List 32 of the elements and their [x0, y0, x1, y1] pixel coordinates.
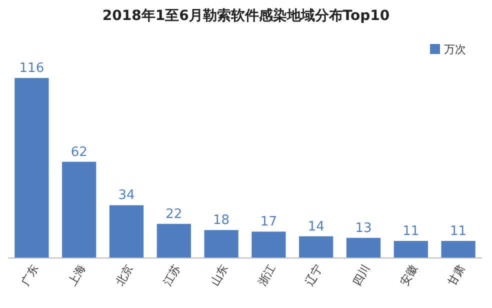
chart-title: 2018年1至6月勒索软件感染地域分布Top10 [102, 7, 390, 24]
x-tick-label: 北京 [113, 262, 136, 288]
x-tick-label: 辽宁 [303, 262, 326, 288]
data-label: 14 [308, 219, 324, 234]
bar [346, 238, 381, 258]
x-tick-label: 四川 [350, 262, 373, 288]
bar [299, 236, 334, 258]
x-tick-label: 广东 [18, 262, 41, 288]
data-label: 18 [213, 213, 230, 228]
data-label: 11 [402, 224, 420, 239]
data-label: 34 [118, 188, 135, 204]
bar [62, 162, 96, 258]
data-label: 13 [355, 220, 372, 236]
bar [441, 240, 476, 258]
x-tick-label: 甘肃 [445, 262, 468, 288]
data-label: 11 [450, 224, 467, 239]
bar [14, 78, 49, 258]
bar [394, 240, 428, 258]
bar [252, 232, 286, 258]
data-label: 62 [70, 144, 88, 160]
data-label: 17 [260, 214, 277, 230]
bar [109, 205, 144, 258]
x-tick-label: 山东 [208, 262, 231, 288]
x-tick-label: 江苏 [160, 262, 184, 288]
x-tick-label: 安徽 [398, 262, 420, 288]
data-label: 116 [19, 61, 44, 76]
legend-label: 万次 [444, 43, 466, 56]
data-label: 22 [166, 206, 182, 222]
bar [156, 224, 191, 258]
bar [204, 230, 238, 258]
x-tick-label: 上海 [66, 262, 88, 288]
x-tick-label: 浙江 [256, 262, 278, 288]
